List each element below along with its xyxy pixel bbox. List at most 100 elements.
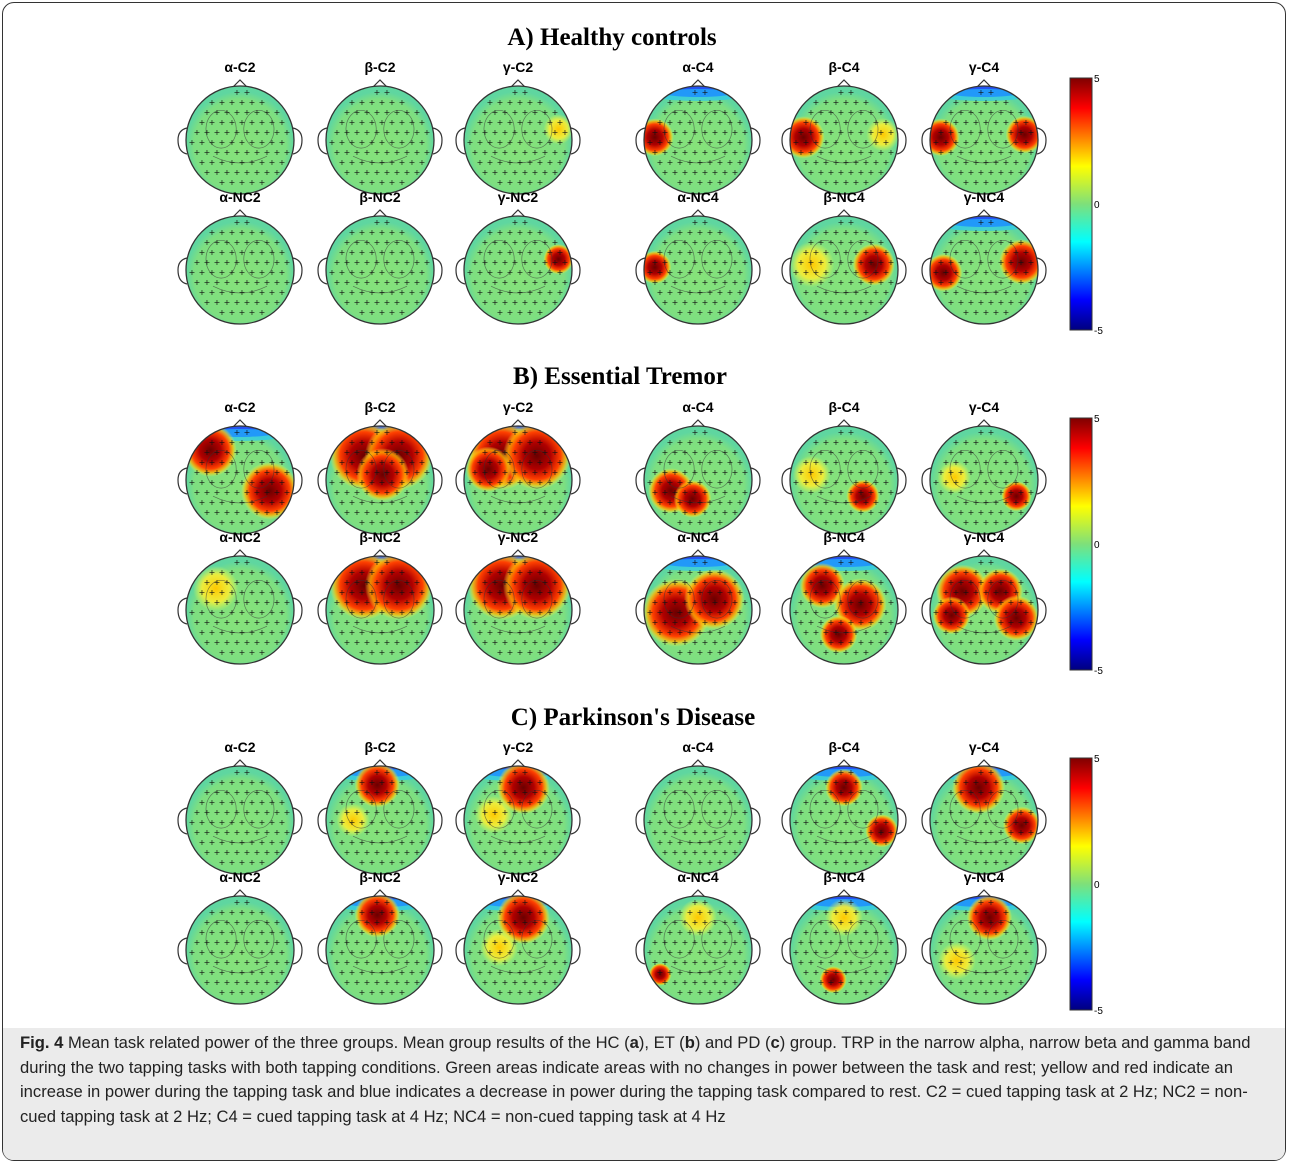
svg-text:+: + <box>492 258 499 267</box>
svg-text:+: + <box>414 938 421 947</box>
svg-text:+: + <box>983 158 990 167</box>
svg-text:+: + <box>983 608 990 617</box>
svg-text:+: + <box>512 278 519 287</box>
svg-text:+: + <box>379 838 386 847</box>
svg-text:+: + <box>712 128 719 137</box>
svg-text:+: + <box>419 268 426 277</box>
ear-left <box>317 807 328 835</box>
svg-text:+: + <box>712 978 719 987</box>
svg-text:+: + <box>697 778 704 787</box>
svg-text:+: + <box>502 278 509 287</box>
svg-text:+: + <box>652 808 659 817</box>
svg-text:+: + <box>808 638 815 647</box>
svg-text:+: + <box>279 798 286 807</box>
svg-text:+: + <box>958 938 965 947</box>
svg-text:+: + <box>374 598 381 607</box>
svg-text:+: + <box>557 478 564 487</box>
svg-text:+: + <box>737 138 744 147</box>
svg-text:+: + <box>254 238 261 247</box>
svg-text:+: + <box>682 958 689 967</box>
svg-text:+: + <box>868 578 875 587</box>
svg-text:+: + <box>204 978 211 987</box>
svg-text:+: + <box>883 138 890 147</box>
svg-text:+: + <box>477 118 484 127</box>
svg-text:+: + <box>249 98 256 107</box>
svg-text:+: + <box>717 248 724 257</box>
svg-text:+: + <box>249 928 256 937</box>
ear-right <box>570 937 581 965</box>
svg-text:+: + <box>409 588 416 597</box>
svg-text:+: + <box>943 498 950 507</box>
svg-text:+: + <box>1023 498 1030 507</box>
svg-text:+: + <box>803 968 810 977</box>
svg-text:+: + <box>219 608 226 617</box>
svg-text:+: + <box>677 268 684 277</box>
svg-text:+: + <box>189 268 196 277</box>
svg-text:+: + <box>717 288 724 297</box>
svg-text:+: + <box>244 298 251 307</box>
svg-text:+: + <box>209 968 216 977</box>
svg-text:+: + <box>374 128 381 137</box>
svg-text:+: + <box>284 938 291 947</box>
svg-text:+: + <box>863 478 870 487</box>
svg-text:+: + <box>988 88 995 97</box>
svg-text:+: + <box>677 98 684 107</box>
ear-right <box>292 467 303 495</box>
svg-text:+: + <box>517 228 524 237</box>
svg-text:+: + <box>823 98 830 107</box>
svg-text:+: + <box>542 488 549 497</box>
svg-text:+: + <box>707 858 714 867</box>
svg-text:+: + <box>1018 448 1025 457</box>
svg-text:+: + <box>1008 848 1015 857</box>
svg-text:+: + <box>998 578 1005 587</box>
svg-text:+: + <box>374 618 381 627</box>
svg-text:+: + <box>838 298 845 307</box>
svg-text:+: + <box>369 268 376 277</box>
svg-text:+: + <box>374 828 381 837</box>
svg-text:+: + <box>948 808 955 817</box>
svg-text:+: + <box>517 458 524 467</box>
svg-text:+: + <box>259 588 266 597</box>
high-power-region <box>354 766 400 808</box>
svg-text:+: + <box>737 948 744 957</box>
svg-text:+: + <box>224 108 231 117</box>
svg-text:+: + <box>384 578 391 587</box>
svg-text:+: + <box>507 158 514 167</box>
svg-text:+: + <box>858 618 865 627</box>
svg-text:+: + <box>354 918 361 927</box>
nose <box>372 419 388 428</box>
svg-text:+: + <box>652 618 659 627</box>
svg-text:+: + <box>1013 628 1020 637</box>
svg-text:+: + <box>389 798 396 807</box>
svg-text:+: + <box>858 108 865 117</box>
svg-text:+: + <box>379 818 386 827</box>
svg-text:+: + <box>853 518 860 527</box>
svg-text:+: + <box>379 138 386 147</box>
svg-text:+: + <box>813 818 820 827</box>
map-label: α-C2 <box>224 739 255 755</box>
svg-text:+: + <box>274 448 281 457</box>
svg-text:+: + <box>677 798 684 807</box>
svg-text:+: + <box>998 488 1005 497</box>
svg-text:+: + <box>833 928 840 937</box>
svg-text:+: + <box>983 818 990 827</box>
svg-text:+: + <box>264 238 271 247</box>
svg-text:+: + <box>497 988 504 997</box>
svg-text:+: + <box>697 308 704 317</box>
svg-text:+: + <box>199 838 206 847</box>
svg-text:+: + <box>958 298 965 307</box>
svg-text:+: + <box>1003 98 1010 107</box>
svg-text:+: + <box>364 578 371 587</box>
svg-text:+: + <box>204 938 211 947</box>
svg-text:+: + <box>329 268 336 277</box>
svg-text:+: + <box>818 828 825 837</box>
svg-text:+: + <box>507 458 514 467</box>
svg-text:+: + <box>878 258 885 267</box>
svg-text:+: + <box>1028 938 1035 947</box>
nose <box>836 889 852 898</box>
svg-text:+: + <box>522 448 529 457</box>
nose <box>690 79 706 88</box>
svg-text:+: + <box>497 928 504 937</box>
svg-text:+: + <box>958 618 965 627</box>
svg-text:+: + <box>838 468 845 477</box>
